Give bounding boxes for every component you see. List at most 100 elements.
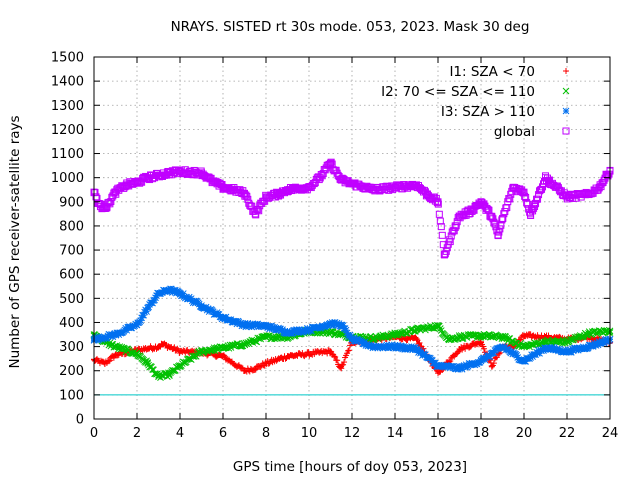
data-point <box>506 195 514 203</box>
y-tick-label: 1400 <box>51 75 84 90</box>
data-point <box>499 214 507 222</box>
axis-ticks <box>93 56 611 420</box>
data-point <box>501 208 509 216</box>
data-point <box>522 194 530 202</box>
chart-title: NRAYS. SISTED rt 30s mode. 053, 2023. Ma… <box>171 19 530 35</box>
x-tick-label: 16 <box>430 426 447 441</box>
y-tick-label: 700 <box>59 244 84 259</box>
legend-label: I1: SZA < 70 <box>449 64 535 80</box>
data-point <box>483 204 491 212</box>
data-point <box>341 359 348 366</box>
y-tick-label: 200 <box>59 364 84 379</box>
data-point <box>480 345 487 352</box>
y-tick-label: 1300 <box>51 99 84 114</box>
data-point <box>143 357 150 365</box>
y-tick-label: 100 <box>59 388 84 403</box>
data-point <box>393 331 401 339</box>
data-point <box>508 337 516 345</box>
y-tick-label: 300 <box>59 340 84 355</box>
series-0 <box>91 331 613 377</box>
y-tick-label: 600 <box>59 268 84 283</box>
legend-marker <box>562 127 570 135</box>
y-tick-label: 800 <box>59 219 84 234</box>
data-point <box>151 370 158 378</box>
data-point <box>92 193 100 201</box>
data-point <box>434 200 442 208</box>
legend-marker <box>563 68 569 74</box>
data-point <box>252 366 259 373</box>
data-point <box>497 221 505 229</box>
data-point <box>255 207 263 215</box>
data-point <box>436 325 444 332</box>
x-tick-label: 24 <box>602 426 619 441</box>
data-point <box>164 373 171 380</box>
data-point <box>593 330 601 338</box>
data-point <box>106 357 113 364</box>
data-point <box>496 225 504 233</box>
y-tick-label: 1200 <box>51 123 84 138</box>
data-point <box>334 357 341 364</box>
data-point <box>530 204 538 212</box>
legend: I1: SZA < 70 I2: 70 <= SZA <= 110 I3: SZA … <box>381 64 570 140</box>
legend-label: global <box>494 124 535 140</box>
data-point <box>413 335 420 342</box>
data-point <box>445 236 453 244</box>
x-tick-label: 12 <box>344 426 361 441</box>
data-point <box>490 218 498 226</box>
data-point <box>238 364 245 371</box>
data-point <box>379 331 387 339</box>
data-point <box>332 353 339 360</box>
data-point <box>502 333 510 341</box>
data-point <box>524 200 532 208</box>
x-tick-label: 22 <box>559 426 576 441</box>
series-2 <box>90 285 614 373</box>
legend-label: I3: SZA > 110 <box>441 104 535 120</box>
legend-marker <box>562 87 570 95</box>
data-point <box>604 172 612 180</box>
legend-label: I2: 70 <= SZA <= 110 <box>381 84 535 100</box>
data-point <box>331 353 338 360</box>
legend-marker <box>562 107 570 115</box>
x-tick-label: 8 <box>262 426 270 441</box>
y-tick-label: 400 <box>59 316 84 331</box>
data-point <box>437 223 445 231</box>
data-point <box>105 358 112 365</box>
data-point <box>433 199 441 207</box>
data-point <box>345 347 352 354</box>
data-point <box>456 347 463 354</box>
series-layer <box>90 158 614 381</box>
data-point <box>346 347 353 354</box>
data-point <box>438 231 446 239</box>
y-tick-label: 0 <box>76 413 84 428</box>
data-point <box>452 222 460 230</box>
x-tick-label: 0 <box>90 426 98 441</box>
data-point <box>442 247 450 255</box>
data-point <box>534 195 542 203</box>
x-tick-label: 6 <box>219 426 227 441</box>
data-point <box>488 213 496 221</box>
series-3 <box>90 158 614 259</box>
y-axis-title: Number of GPS receiver-satellite rays <box>7 115 23 368</box>
y-tick-label: 1500 <box>51 51 84 66</box>
data-point <box>599 178 607 186</box>
x-tick-label: 4 <box>176 426 184 441</box>
x-tick-label: 18 <box>473 426 490 441</box>
data-point <box>488 363 495 370</box>
y-tick-label: 500 <box>59 292 84 307</box>
data-point <box>143 308 150 315</box>
data-point <box>605 329 613 336</box>
data-point <box>484 206 492 214</box>
data-point <box>532 199 540 207</box>
y-tick-label: 900 <box>59 195 84 210</box>
data-point <box>253 338 261 346</box>
x-tick-label: 20 <box>516 426 533 441</box>
x-tick-label: 14 <box>387 426 404 441</box>
x-axis-title: GPS time [hours of doy 053, 2023] <box>233 459 467 475</box>
data-point <box>242 191 250 199</box>
data-point <box>340 361 347 368</box>
x-tick-label: 2 <box>133 426 141 441</box>
tick-labels: 0 2 4 6 8 10 12 14 16 18 20 22 240100200300400500600… <box>51 51 618 442</box>
data-point <box>517 336 524 343</box>
